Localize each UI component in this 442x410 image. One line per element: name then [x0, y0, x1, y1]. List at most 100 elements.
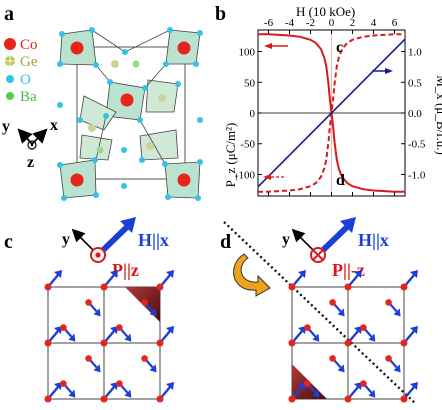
panel-d: d y H||x P||-z: [220, 217, 418, 405]
y-left-tick-label: 0: [250, 108, 256, 120]
chart: -6 -4 -2 0 2 4 6 -100 -50 0 50 100 -1.0 -0.5 0.0 0.5 1.0: [235, 17, 426, 197]
spin-arrow-head: [149, 308, 157, 317]
left-axis-title: P_z (μC/m²): [223, 123, 238, 188]
co-atom: [141, 355, 148, 362]
x-tick-label: 4: [371, 17, 377, 29]
spin-arrow-head: [54, 326, 62, 334]
co-atom: [329, 355, 336, 362]
legend: Co Ge O Ba: [4, 37, 38, 105]
co-atom: [60, 380, 67, 387]
panel-d-label: d: [220, 231, 231, 253]
co-atom: [70, 41, 84, 55]
legend-ge: Ge: [20, 54, 38, 70]
y-right-tick-label: 1.0: [408, 47, 422, 59]
field-arrow-icon: [120, 217, 136, 233]
spin-lattice: [44, 270, 174, 403]
ba-atom: [132, 60, 140, 68]
field-label: H||x: [138, 230, 169, 250]
spin-arrow-head: [337, 364, 345, 373]
polarization-label: P||z: [112, 260, 139, 280]
co-atom: [400, 283, 408, 291]
spin-arrow-head: [54, 270, 62, 278]
spin-arrow-head: [368, 389, 376, 398]
y-left-tick-label: -100: [235, 169, 256, 181]
co-atom-icon: [4, 38, 16, 50]
unit-cell: [76, 46, 186, 180]
spin-arrow-head: [149, 364, 157, 373]
y-right-tick-label: -1.0: [408, 169, 426, 181]
axis-x-label: x: [50, 117, 58, 134]
co-atom: [304, 380, 311, 387]
x-tick-label: -4: [285, 17, 295, 29]
co-atom: [177, 173, 191, 187]
ba-atom: [96, 146, 104, 154]
spin-arrow-head: [368, 333, 376, 342]
tetrahedron: [79, 95, 117, 131]
axis-y-label: y: [282, 231, 290, 248]
co-atom: [44, 283, 52, 291]
co-atom: [116, 380, 123, 387]
co-atom: [100, 339, 108, 347]
spin-arrow-head: [54, 382, 62, 390]
co-atom: [288, 395, 296, 403]
co-atom: [85, 355, 92, 362]
ge-atom: [146, 142, 154, 150]
panel-c: c y H||x P||z: [4, 217, 174, 403]
legend-co: Co: [20, 37, 38, 53]
x-tick-label: 0: [329, 17, 335, 29]
co-atom: [400, 339, 408, 347]
co-atom: [329, 299, 336, 306]
tetrahedron: [139, 129, 179, 161]
co-atom: [156, 283, 164, 291]
x-tick-label: -6: [264, 17, 274, 29]
atoms: [57, 27, 203, 201]
o-atom-icon: [6, 75, 14, 83]
y-right-tick-label: 0.0: [408, 108, 422, 120]
spin-arrow-head: [110, 326, 118, 334]
spin-arrow-head: [124, 333, 132, 342]
field-label: H||x: [358, 230, 389, 250]
spin-lattice: [288, 270, 418, 403]
legend-ba: Ba: [20, 89, 37, 105]
spin-arrow-head: [166, 326, 174, 334]
co-atom: [156, 339, 164, 347]
ge-cross-icon: [5, 56, 15, 66]
co-atom: [44, 395, 52, 403]
co-atom: [344, 283, 352, 291]
panel-a-label: a: [4, 3, 14, 25]
panel-a: a Co Ge O Ba: [2, 3, 203, 201]
y-right-tick-label: -0.5: [408, 139, 426, 151]
ba-atom-icon: [6, 92, 14, 100]
spin-arrow-head: [298, 326, 306, 334]
spin-arrow-head: [110, 382, 118, 390]
right-axis-title: M_x (μ_B/f.u.): [434, 75, 442, 155]
y-left-tick-label: 100: [239, 47, 256, 59]
rotation-arrow-icon: [233, 253, 271, 297]
co-atom: [116, 324, 123, 331]
spin-arrow-head: [93, 364, 101, 373]
x-tick-label: 6: [392, 17, 398, 29]
spin-arrow-head: [354, 382, 362, 390]
x-tick-label: -2: [306, 17, 315, 29]
co-atom: [44, 339, 52, 347]
panel-b-label: b: [215, 3, 226, 25]
co-atom: [100, 283, 108, 291]
co-atom: [85, 299, 92, 306]
co-atom: [304, 324, 311, 331]
inner-label-c: c: [336, 39, 343, 56]
x-tick-label: 2: [350, 17, 356, 29]
ge-atom: [88, 124, 96, 132]
spin-arrow-head: [393, 308, 401, 317]
spin-arrow-head: [410, 270, 418, 278]
co-atom: [156, 395, 164, 403]
spin-arrow-head: [312, 389, 320, 398]
field-arrow-icon: [340, 217, 356, 233]
z-out-icon: [27, 140, 37, 150]
co-atom: [60, 324, 67, 331]
co-atom: [385, 355, 392, 362]
spin-arrow-head: [298, 270, 306, 278]
spin-arrow-head: [393, 364, 401, 373]
y-left-tick-label: -50: [240, 139, 255, 151]
spin-arrow-head: [354, 270, 362, 278]
